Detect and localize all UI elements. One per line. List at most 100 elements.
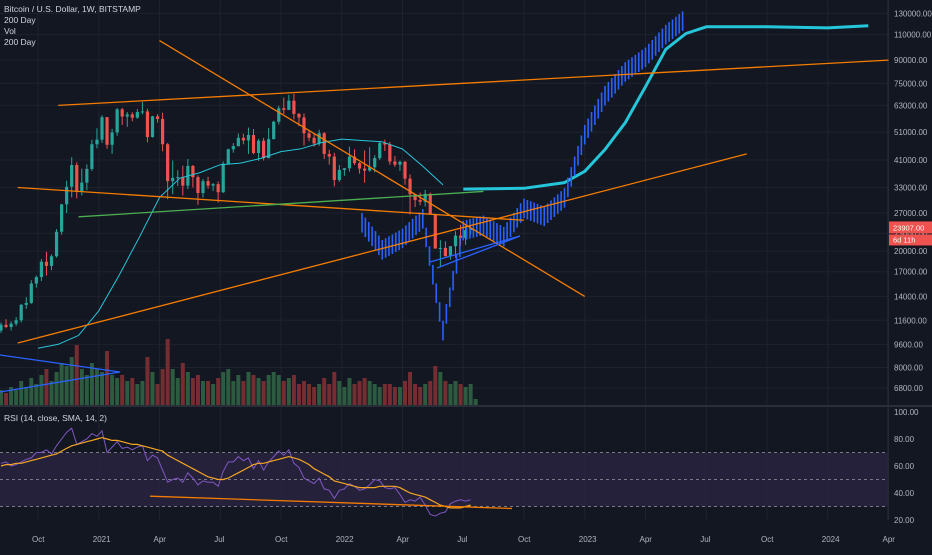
y-tick-label: 8000.00 [894,363,923,372]
y-tick-label: 90000.00 [894,56,928,65]
volume-bar [39,375,44,405]
candle-body [145,111,150,138]
volume-bar [327,384,332,405]
projection-channel [0,354,121,373]
volume-bar [49,381,54,405]
volume-bar [241,381,246,405]
candle-body [60,204,64,232]
volume-bar [302,381,306,405]
candle-body [246,135,251,141]
rsi-legend[interactable]: RSI (14, close, SMA, 14, 2) [4,413,107,423]
volume-bar [84,375,89,405]
y-tick-label: 27000.00 [894,209,928,218]
y-tick-label: 75000.00 [894,79,928,88]
trend-line [58,59,889,107]
price-tag-countdown-text: 6d 11h [893,235,915,244]
volume-bar [387,384,392,405]
candle-body [135,112,139,118]
candle-body [70,165,74,187]
volume-bar [185,372,190,405]
candle-body [19,304,23,321]
volume-bar [110,375,115,405]
volume-bar [226,369,231,405]
legend-ind3[interactable]: 200 Day [4,37,36,47]
volume-bar [357,381,362,405]
candle-body [363,168,367,171]
volume-bar [362,378,367,405]
volume-bar [382,384,387,405]
candle-body [458,235,463,238]
x-tick-label: Jul [457,535,467,544]
candle-body [373,158,377,168]
y-tick-label: 9600.00 [894,340,923,349]
volume-bar [256,378,261,405]
candle-body [206,181,210,186]
volume-bar [377,387,382,405]
candle-body [100,117,104,140]
candle-body [211,184,215,186]
chart-legend: Bitcoin / U.S. Dollar, 1W, BITSTAMP 200 … [4,4,141,48]
candle-body [130,114,134,118]
volume-bar [397,387,402,405]
candle-body [95,139,99,145]
volume-bar [413,384,418,405]
candle-body [413,194,417,201]
candle-body [39,261,43,278]
volume-bar [231,381,236,405]
legend-ind2[interactable]: Vol [4,26,16,36]
candle-body [327,153,331,157]
candle-body [297,113,301,118]
legend-symbol[interactable]: Bitcoin / U.S. Dollar, 1W, BITSTAMP [4,4,141,14]
candle-body [332,156,336,181]
volume-bar [473,399,478,405]
candle-body [0,324,3,331]
candle-body [307,133,311,138]
candle-body [196,177,200,194]
volume-bar [74,345,79,405]
candle-body [49,256,54,266]
projection-channel [429,235,521,263]
candle-body [453,235,458,247]
candle-body [150,116,155,138]
rsi-tick-label: 20.00 [894,516,915,525]
candle-body [171,177,175,182]
legend-ind1[interactable]: 200 Day [4,15,36,25]
y-tick-label: 33000.00 [894,184,928,193]
x-tick-label: 2023 [579,535,597,544]
volume-bar [347,378,352,405]
volume-bar [69,357,74,405]
candle-body [287,100,291,110]
trend-line [17,186,525,221]
candle-body [29,283,33,303]
volume-bar [211,384,216,405]
volume-bar [261,381,266,405]
volume-bar [372,384,377,405]
candle-body [368,167,372,171]
volume-bar [236,375,241,405]
candle-body [403,161,407,179]
volume-bar [438,372,443,405]
y-tick-label: 6800.00 [894,384,923,393]
volume-bar [433,366,438,405]
volume-bar [453,381,458,405]
x-tick-label: 2022 [336,535,354,544]
candle-body [216,184,220,193]
trend-line [78,190,484,218]
y-tick-label: 63000.00 [894,101,928,110]
volume-bar [44,369,49,405]
x-tick-label: Oct [275,535,288,544]
candle-body [393,161,397,165]
volume-bar [251,375,256,405]
volume-bar [29,378,34,405]
candle-body [54,231,59,257]
candle-body [115,109,119,133]
volume-bar [332,372,337,405]
candle-body [317,133,321,144]
volume-bar [59,363,64,405]
candle-body [262,140,266,159]
candle-body [378,142,382,159]
volume-bar [418,387,423,405]
candle-body [14,320,18,324]
